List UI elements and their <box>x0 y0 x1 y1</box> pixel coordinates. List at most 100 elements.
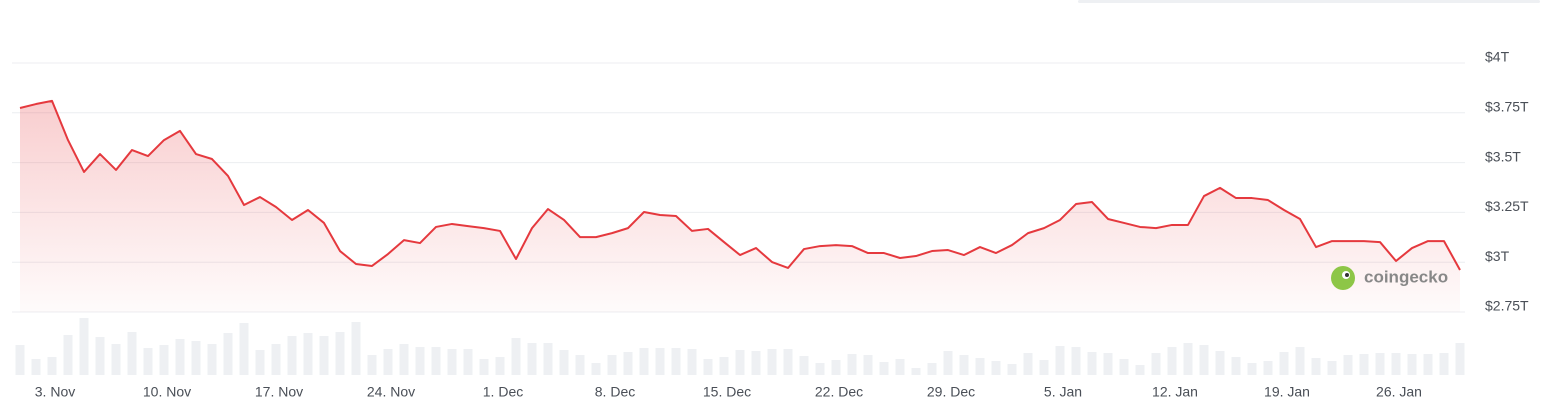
volume-bar <box>719 357 729 375</box>
volume-bar <box>415 347 425 375</box>
volume-bar <box>671 348 681 375</box>
x-tick-label: 17. Nov <box>255 384 303 400</box>
volume-bar <box>1087 352 1097 375</box>
volume-bar <box>383 349 393 375</box>
y-tick-label: $4T <box>1485 49 1510 65</box>
volume-bar <box>287 336 297 375</box>
volume-bar <box>735 350 745 375</box>
x-tick-label: 26. Jan <box>1376 384 1422 400</box>
y-tick-label: $3.75T <box>1485 99 1529 115</box>
volume-bar <box>31 359 41 375</box>
volume-bar <box>1311 358 1321 375</box>
volume-bar <box>911 368 921 375</box>
volume-bar <box>559 350 569 375</box>
y-tick-label: $2.75T <box>1485 298 1529 314</box>
volume-bar <box>975 358 985 375</box>
volume-bar <box>959 355 969 375</box>
x-tick-label: 3. Nov <box>35 384 75 400</box>
volume-bar <box>1199 345 1209 375</box>
volume-bar <box>271 344 281 375</box>
top-bar <box>1078 0 1540 3</box>
volume-bar <box>687 349 697 375</box>
x-tick-label: 24. Nov <box>367 384 415 400</box>
volume-bar <box>1183 343 1193 375</box>
volume-bar <box>591 363 601 375</box>
volume-bar <box>1407 354 1417 375</box>
volume-bar <box>335 332 345 375</box>
volume-bar <box>1343 355 1353 375</box>
x-tick-label: 22. Dec <box>815 384 863 400</box>
volume-bar <box>879 362 889 375</box>
volume-bar <box>607 355 617 375</box>
volume-bar <box>1423 354 1433 375</box>
volume-bar <box>143 348 153 375</box>
volume-bar <box>1119 359 1129 375</box>
volume-bar <box>1071 347 1081 375</box>
volume-bar <box>1375 353 1385 375</box>
volume-bar <box>927 363 937 375</box>
volume-bar <box>1135 365 1145 375</box>
volume-bar <box>1039 360 1049 375</box>
x-tick-label: 19. Jan <box>1264 384 1310 400</box>
volume-bar <box>623 352 633 375</box>
volume-bar <box>1215 351 1225 375</box>
volume-bar <box>655 348 665 375</box>
volume-bar <box>463 349 473 375</box>
volume-bar <box>303 333 313 375</box>
volume-bar <box>1231 357 1241 375</box>
x-tick-label: 12. Jan <box>1152 384 1198 400</box>
volume-bar <box>1247 363 1257 375</box>
volume-bar <box>1167 347 1177 375</box>
volume-bar <box>223 333 233 375</box>
volume-bar <box>527 343 537 375</box>
volume-bar <box>991 361 1001 375</box>
volume-bar <box>815 363 825 375</box>
volume-bar <box>239 323 249 375</box>
volume-bar <box>1455 343 1465 375</box>
x-tick-label: 8. Dec <box>595 384 635 400</box>
volume-bar <box>63 335 73 375</box>
volume-bar <box>1263 361 1273 375</box>
y-tick-label: $3.5T <box>1485 148 1521 164</box>
volume-bar <box>431 347 441 375</box>
volume-bar <box>111 344 121 375</box>
volume-bar <box>575 355 585 375</box>
volume-bar <box>47 357 57 375</box>
volume-bar <box>751 351 761 375</box>
x-tick-label: 5. Jan <box>1044 384 1082 400</box>
volume-bar <box>1007 364 1017 375</box>
volume-bar <box>79 318 89 375</box>
volume-bar <box>767 349 777 375</box>
volume-bar <box>127 332 137 375</box>
volume-bar <box>1279 352 1289 375</box>
watermark: coingecko <box>1331 266 1448 290</box>
volume-bar <box>895 359 905 375</box>
volume-bar <box>943 351 953 375</box>
volume-bar <box>479 359 489 375</box>
volume-bar <box>1359 354 1369 375</box>
x-tick-label: 1. Dec <box>483 384 523 400</box>
volume-bar <box>319 336 329 375</box>
volume-bar <box>175 339 185 375</box>
volume-bar <box>255 350 265 375</box>
volume-bar <box>511 338 521 375</box>
volume-bar <box>1023 353 1033 375</box>
area-fill <box>20 100 1460 313</box>
volume-bar <box>447 349 457 375</box>
x-tick-label: 15. Dec <box>703 384 751 400</box>
volume-bar <box>863 355 873 375</box>
volume-bar <box>783 349 793 375</box>
volume-bar <box>1391 353 1401 375</box>
y-tick-label: $3.25T <box>1485 198 1529 214</box>
volume-bar <box>95 337 105 375</box>
volume-bar <box>543 343 553 375</box>
watermark-text: coingecko <box>1364 267 1448 286</box>
volume-bar <box>351 322 361 375</box>
volume-bar <box>399 344 409 375</box>
volume-bar <box>1295 347 1305 375</box>
volume-bar <box>831 360 841 375</box>
price-line <box>19 99 1461 271</box>
volume-bar <box>159 345 169 375</box>
